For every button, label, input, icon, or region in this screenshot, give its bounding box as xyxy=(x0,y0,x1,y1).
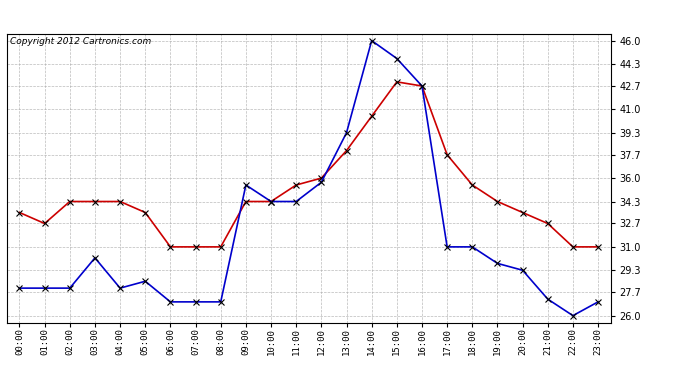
Text: Outdoor Temperature (Red) vs THSW Index (Blue) per Hour (24 Hours) 20120205: Outdoor Temperature (Red) vs THSW Index … xyxy=(59,10,631,23)
Text: Copyright 2012 Cartronics.com: Copyright 2012 Cartronics.com xyxy=(10,37,151,46)
